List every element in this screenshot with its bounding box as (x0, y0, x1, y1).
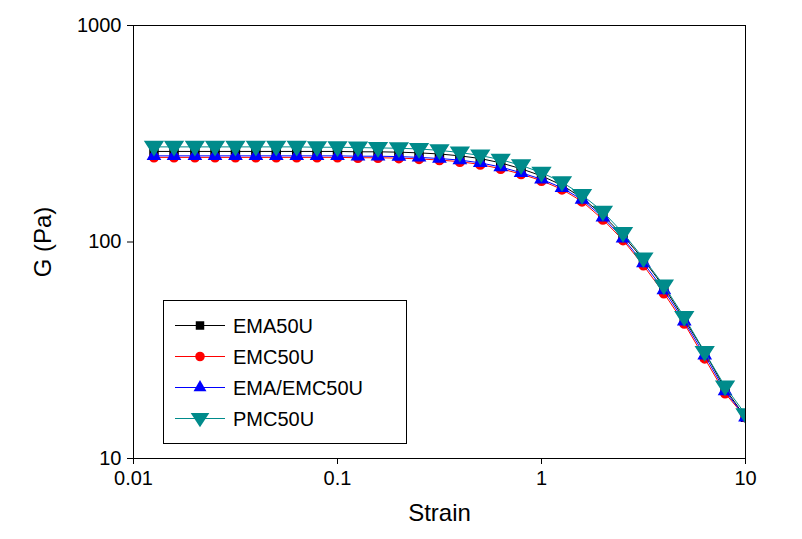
svg-text:0.1: 0.1 (324, 467, 352, 489)
svg-text:Strain: Strain (408, 499, 471, 526)
svg-text:PMC50U: PMC50U (233, 408, 314, 430)
svg-text:10: 10 (99, 447, 121, 469)
svg-text:G (Pa): G (Pa) (29, 207, 56, 278)
svg-text:0.01: 0.01 (114, 467, 153, 489)
svg-text:1: 1 (536, 467, 547, 489)
svg-text:100: 100 (88, 230, 121, 252)
svg-text:1000: 1000 (77, 14, 122, 36)
svg-text:EMC50U: EMC50U (233, 346, 314, 368)
svg-text:EMA50U: EMA50U (233, 315, 313, 337)
svg-text:10: 10 (734, 467, 756, 489)
svg-text:EMA/EMC50U: EMA/EMC50U (233, 377, 363, 399)
